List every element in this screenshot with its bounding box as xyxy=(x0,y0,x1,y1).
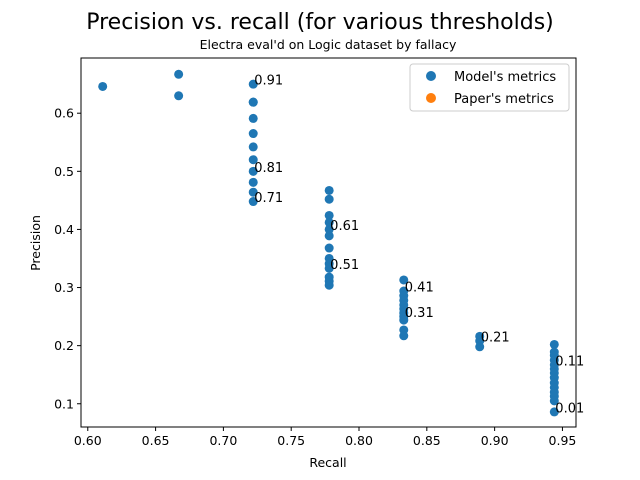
y-tick-label: 0.2 xyxy=(54,338,74,353)
data-point xyxy=(549,396,559,406)
data-point xyxy=(399,275,409,285)
x-axis-label: Recall xyxy=(309,455,346,470)
y-tick-label: 0.5 xyxy=(54,164,74,179)
threshold-annotation: 0.41 xyxy=(405,281,434,296)
data-point xyxy=(324,280,334,290)
data-point xyxy=(174,91,184,101)
data-point xyxy=(475,342,485,352)
data-point xyxy=(399,331,409,341)
chart-title: Precision vs. recall (for various thresh… xyxy=(86,10,554,35)
legend-marker-model xyxy=(426,71,436,81)
x-tick-label: 0.80 xyxy=(345,433,373,448)
y-axis-ticks: 0.1 0.2 0.3 0.4 0.5 0.6 xyxy=(54,106,81,411)
data-point xyxy=(248,113,258,123)
data-point xyxy=(248,197,258,207)
threshold-annotation: 0.01 xyxy=(555,401,584,416)
data-point xyxy=(98,81,108,91)
data-point xyxy=(324,224,334,234)
x-tick-label: 0.65 xyxy=(142,433,170,448)
y-tick-label: 0.1 xyxy=(54,396,74,411)
plot-frame xyxy=(80,57,577,428)
threshold-annotation: 0.21 xyxy=(481,330,510,345)
data-point xyxy=(248,129,258,139)
data-point xyxy=(248,187,258,197)
data-point xyxy=(324,194,334,204)
data-point xyxy=(248,97,258,107)
threshold-annotation: 0.61 xyxy=(330,219,359,234)
threshold-annotation: 0.91 xyxy=(254,74,283,89)
data-point xyxy=(549,339,559,349)
data-point xyxy=(324,243,334,253)
threshold-annotation: 0.11 xyxy=(555,354,584,369)
x-axis-ticks: 0.60 0.65 0.70 0.75 0.80 0.85 0.90 0.95 xyxy=(74,427,577,448)
x-tick-label: 0.60 xyxy=(74,433,102,448)
data-point xyxy=(174,69,184,79)
threshold-annotation: 0.81 xyxy=(254,161,283,176)
legend-box xyxy=(409,63,570,112)
data-point xyxy=(248,166,258,176)
x-tick-label: 0.95 xyxy=(549,433,577,448)
data-point xyxy=(248,142,258,152)
data-point xyxy=(324,263,334,273)
legend-marker-paper xyxy=(426,93,436,103)
threshold-annotations: 0.91 0.81 0.71 0.61 0.51 0.41 0.31 0.21 0.11 0.01 xyxy=(254,74,584,417)
threshold-annotation: 0.31 xyxy=(405,306,434,321)
y-tick-label: 0.4 xyxy=(54,222,74,237)
x-tick-label: 0.90 xyxy=(481,433,509,448)
x-tick-label: 0.70 xyxy=(209,433,237,448)
data-point xyxy=(324,210,334,220)
data-point xyxy=(324,217,334,227)
y-tick-label: 0.3 xyxy=(54,280,74,295)
data-point xyxy=(248,155,258,165)
threshold-annotation: 0.51 xyxy=(330,258,359,273)
x-tick-label: 0.85 xyxy=(413,433,441,448)
legend-label-paper: Paper's metrics xyxy=(454,92,554,107)
legend: Model's metrics Paper's metrics xyxy=(409,63,570,112)
chart-subtitle: Electra eval'd on Logic dataset by falla… xyxy=(200,37,457,52)
data-point xyxy=(248,177,258,187)
data-point xyxy=(549,407,559,417)
data-point xyxy=(399,315,409,325)
data-point xyxy=(324,231,334,241)
x-tick-label: 0.75 xyxy=(277,433,305,448)
data-points xyxy=(98,69,559,417)
y-axis-label: Precision xyxy=(28,215,43,271)
legend-label-model: Model's metrics xyxy=(454,70,556,85)
data-point xyxy=(248,79,258,89)
y-tick-label: 0.6 xyxy=(54,106,74,121)
threshold-annotation: 0.71 xyxy=(254,191,283,206)
plot-area xyxy=(80,57,577,428)
data-point xyxy=(324,185,334,195)
